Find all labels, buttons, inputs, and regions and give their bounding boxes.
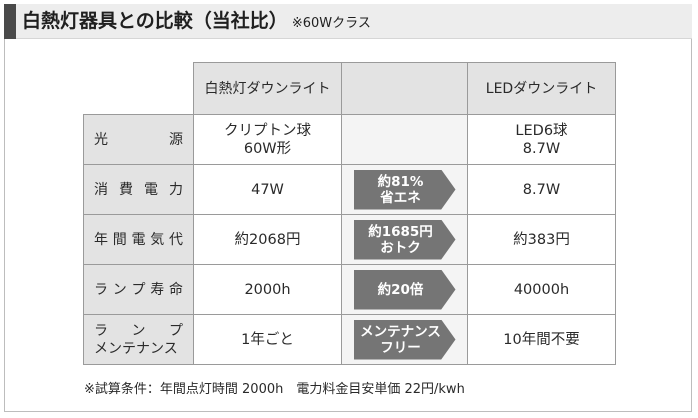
arrow-line: 約1685円 xyxy=(368,223,433,240)
header-middle xyxy=(341,62,468,115)
row-label: 消費電力 xyxy=(83,164,194,215)
savings-arrow: 約20倍 xyxy=(353,269,456,310)
label-char: ン xyxy=(131,322,146,339)
value-line: 8.7W xyxy=(522,140,561,157)
label-char: 命 xyxy=(169,281,183,298)
arrow-line: おトク xyxy=(380,239,421,256)
row-label-text: 年間電気代 xyxy=(84,231,193,249)
label-char: 電 xyxy=(131,231,146,248)
label-char: 気 xyxy=(150,231,165,248)
header-incandescent: 白熱灯ダウンライト xyxy=(193,62,342,115)
table-row: 光源 クリプトン球 60W形 LED6球 8.7W xyxy=(83,114,616,165)
label-char: 力 xyxy=(169,181,183,198)
row-label: ランプ寿命 xyxy=(83,264,194,315)
header-led: LEDダウンライト xyxy=(467,62,616,115)
label-char: 間 xyxy=(112,231,127,248)
row-label: ラ ン プ メンテナンス xyxy=(83,314,194,365)
value-line: クリプトン球 xyxy=(224,122,311,139)
label-char: プ xyxy=(169,322,183,339)
comparison-cell: 約1685円 おトク xyxy=(341,214,468,265)
label-char: 電 xyxy=(144,181,158,198)
footnote: ※試算条件：年間点灯時間 2000h 電力料金目安単価 22円/kwh xyxy=(84,382,465,397)
label-char: 寿 xyxy=(150,281,165,298)
label-char: ラ xyxy=(94,281,108,298)
row-label: 年間電気代 xyxy=(83,214,194,265)
label-char: 年 xyxy=(94,231,108,248)
row-label: 光源 xyxy=(83,114,194,165)
comparison-cell xyxy=(341,114,468,165)
incandescent-cell: 47W xyxy=(193,164,342,215)
panel-title: 白熱灯器具との比較（当社比） ※60Wクラス xyxy=(22,6,371,36)
value-line: LED6球 xyxy=(515,122,568,139)
row-label-text: ランプ xyxy=(84,322,193,340)
savings-arrow: 約1685円 おトク xyxy=(353,219,456,260)
row-label-text: 光源 xyxy=(84,131,193,149)
incandescent-cell: 1年ごと xyxy=(193,314,342,365)
row-label-text: メンテナンス xyxy=(94,340,178,357)
row-label-text: 消費電力 xyxy=(84,181,193,199)
title-bar xyxy=(4,4,692,39)
savings-arrow: 約81% 省エネ xyxy=(353,169,456,210)
corner-cell xyxy=(84,63,194,115)
arrow-line: 約81% xyxy=(377,173,424,190)
label-char: ラ xyxy=(94,322,108,339)
label-char: 源 xyxy=(169,131,183,148)
comparison-cell: 約20倍 xyxy=(341,264,468,315)
savings-arrow: メンテナンス フリー xyxy=(353,319,456,360)
arrow-line: メンテナンス xyxy=(360,323,441,340)
label-char: ン xyxy=(112,281,127,298)
led-cell: LED6球 8.7W xyxy=(467,114,616,165)
title-accent-block xyxy=(4,4,16,39)
arrow-line: 省エネ xyxy=(380,189,421,206)
label-char: 費 xyxy=(119,181,133,198)
title-sub: ※60Wクラス xyxy=(291,16,371,31)
table-row: 消費電力 47W 約81% 省エネ 8.7W xyxy=(83,164,616,215)
value-line: 60W形 xyxy=(243,140,292,157)
label-char: プ xyxy=(131,281,146,298)
led-cell: 10年間不要 xyxy=(467,314,616,365)
row-label-text: ランプ寿命 xyxy=(84,281,193,299)
led-cell: 約383円 xyxy=(467,214,616,265)
incandescent-cell: クリプトン球 60W形 xyxy=(193,114,342,165)
arrow-line: フリー xyxy=(380,339,421,356)
led-cell: 8.7W xyxy=(467,164,616,215)
table-row: ランプ寿命 2000h 約20倍 40000h xyxy=(83,264,616,315)
led-cell: 40000h xyxy=(467,264,616,315)
incandescent-cell: 2000h xyxy=(193,264,342,315)
label-char: 代 xyxy=(169,231,183,248)
header-row: 白熱灯ダウンライト LEDダウンライト xyxy=(84,62,616,115)
title-main: 白熱灯器具との比較（当社比） xyxy=(22,10,288,32)
incandescent-cell: 約2068円 xyxy=(193,214,342,265)
arrow-line: 約20倍 xyxy=(377,281,424,298)
comparison-table: 白熱灯ダウンライト LEDダウンライト 光源 クリプトン球 60W形 LED6球… xyxy=(83,62,616,365)
label-char: 消 xyxy=(94,181,108,198)
comparison-cell: メンテナンス フリー xyxy=(341,314,468,365)
table-row: 年間電気代 約2068円 約1685円 おトク 約383円 xyxy=(83,214,616,265)
comparison-cell: 約81% 省エネ xyxy=(341,164,468,215)
table-row: ラ ン プ メンテナンス 1年ごと メンテナンス フリー 10年間不要 xyxy=(83,314,616,365)
label-char: 光 xyxy=(94,131,108,148)
